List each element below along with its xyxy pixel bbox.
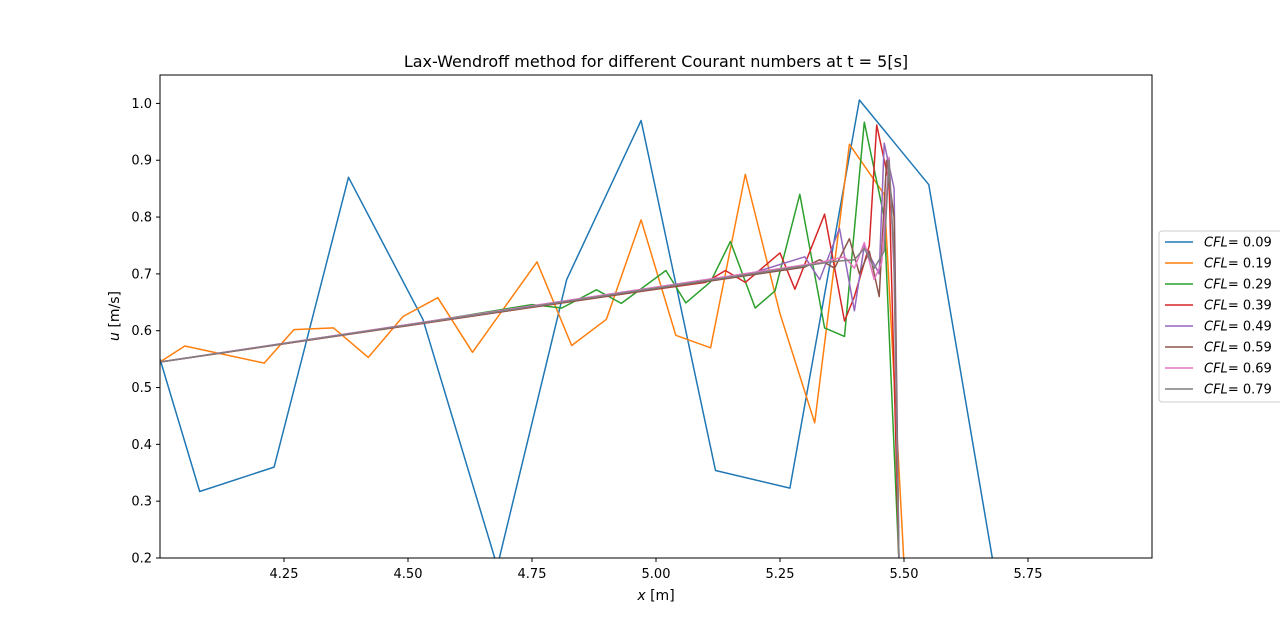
series-line-6 <box>160 156 900 558</box>
y-axis-label: u [m/s] <box>107 291 123 341</box>
y-tick-label: 0.6 <box>131 324 152 339</box>
y-tick-label: 0.9 <box>131 154 152 169</box>
series-line-1 <box>160 143 905 558</box>
y-axis: 0.2 0.3 0.4 0.5 0.6 0.7 0.8 0.9 1.0 <box>131 97 160 567</box>
legend-label: CFL= 0.79 <box>1204 383 1272 398</box>
y-tick-label: 0.4 <box>131 438 152 453</box>
plot-frame <box>159 74 1153 559</box>
legend-var: CFL <box>1204 257 1228 272</box>
legend-value: = 0.39 <box>1228 299 1272 314</box>
legend-value: = 0.49 <box>1228 320 1272 335</box>
x-tick-label: 5.50 <box>890 567 919 582</box>
y-axis-unit: [m/s] <box>107 291 123 332</box>
x-tick-label: 5.25 <box>766 567 795 582</box>
legend-var: CFL <box>1204 341 1228 356</box>
y-axis-var: u <box>107 332 123 341</box>
x-axis: 4.25 4.50 4.75 5.00 5.25 5.50 5.75 <box>270 558 1043 582</box>
legend-var: CFL <box>1204 278 1228 293</box>
x-tick-label: 4.25 <box>270 567 299 582</box>
x-tick-label: 4.75 <box>518 567 547 582</box>
legend-frame <box>1158 230 1280 403</box>
legend-label: CFL= 0.29 <box>1204 278 1272 293</box>
series-line-3 <box>160 124 900 558</box>
chart-title: Lax-Wendroff method for different Couran… <box>404 52 908 71</box>
y-tick-label: 0.7 <box>131 267 152 282</box>
y-tick-label: 0.2 <box>131 552 152 567</box>
y-tick-label: 0.5 <box>131 381 152 396</box>
x-tick-label: 5.00 <box>642 567 671 582</box>
legend-label: CFL= 0.49 <box>1204 320 1272 335</box>
legend-label: CFL= 0.19 <box>1204 257 1272 272</box>
legend-var: CFL <box>1204 320 1228 335</box>
legend-var: CFL <box>1204 236 1228 251</box>
y-tick-label: 1.0 <box>131 97 152 112</box>
legend-label: CFL= 0.59 <box>1204 341 1272 356</box>
x-tick-label: 5.75 <box>1014 567 1043 582</box>
legend-value: = 0.29 <box>1228 278 1272 293</box>
legend-value: = 0.09 <box>1228 236 1272 251</box>
series-line-0 <box>160 99 994 558</box>
x-axis-label: x [m] <box>636 588 674 604</box>
series-layer <box>160 99 994 558</box>
legend-var: CFL <box>1204 299 1228 314</box>
series-line-4 <box>160 142 900 558</box>
series-line-7 <box>160 159 900 558</box>
y-tick-label: 0.3 <box>131 495 152 510</box>
legend-value: = 0.19 <box>1228 257 1272 272</box>
series-line-2 <box>160 121 900 558</box>
y-tick-label: 0.8 <box>131 211 152 226</box>
legend-value: = 0.79 <box>1228 383 1272 398</box>
legend-value: = 0.69 <box>1228 362 1272 377</box>
legend-var: CFL <box>1204 362 1228 377</box>
legend-label: CFL= 0.09 <box>1204 236 1272 251</box>
legend-label: CFL= 0.39 <box>1204 299 1272 314</box>
x-axis-unit: [m] <box>646 588 675 604</box>
legend-value: = 0.59 <box>1228 341 1272 356</box>
legend-label: CFL= 0.69 <box>1204 362 1272 377</box>
x-axis-var: x <box>636 588 646 604</box>
legend-var: CFL <box>1204 383 1228 398</box>
x-tick-label: 4.50 <box>394 567 423 582</box>
series-line-5 <box>160 159 900 558</box>
